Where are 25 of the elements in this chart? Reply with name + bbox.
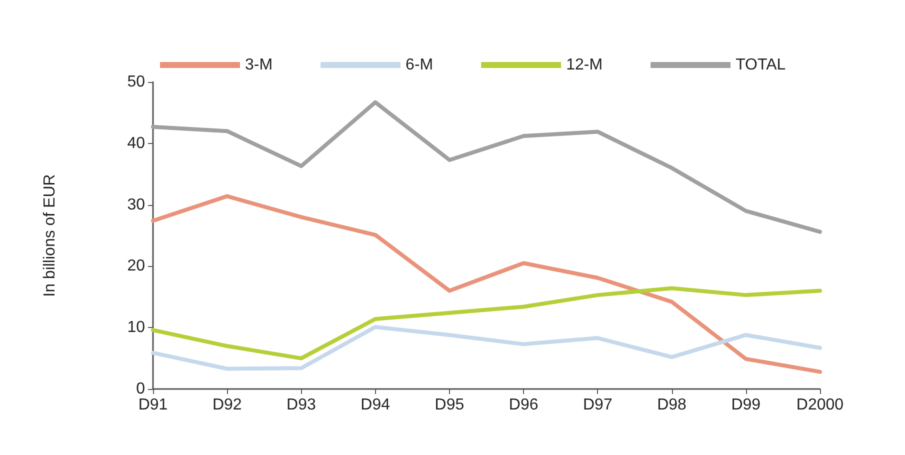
line-series — [151, 194, 822, 374]
y-tick-label: 30 — [127, 196, 146, 214]
x-tick-label: D97 — [582, 396, 612, 414]
legend-label: TOTAL — [736, 56, 786, 74]
x-tick-label: D91 — [138, 396, 168, 414]
legend-label: 6-M — [406, 56, 434, 74]
x-tick-label: D99 — [731, 396, 761, 414]
line-series — [151, 286, 822, 360]
x-tick-label: D2000 — [796, 396, 844, 414]
y-tick-label: 20 — [127, 258, 146, 275]
x-tick-label: D98 — [657, 396, 687, 414]
y-tick-label: 40 — [127, 134, 146, 152]
x-tick-label: D92 — [212, 396, 242, 414]
line-series — [151, 324, 822, 371]
legend-label: 3-M — [245, 56, 273, 74]
y-tick-label: 50 — [127, 74, 146, 90]
x-tick-label: D96 — [508, 396, 538, 414]
x-tick-label: D95 — [434, 396, 464, 414]
y-tick-label: 10 — [127, 319, 146, 336]
line-series — [151, 100, 822, 234]
x-tick-label: D94 — [360, 396, 390, 414]
legend-label: 12-M — [566, 56, 603, 74]
y-tick-label: 0 — [136, 380, 146, 398]
y-axis-title: In billions of EUR — [42, 174, 58, 297]
x-tick-label: D93 — [286, 396, 316, 414]
